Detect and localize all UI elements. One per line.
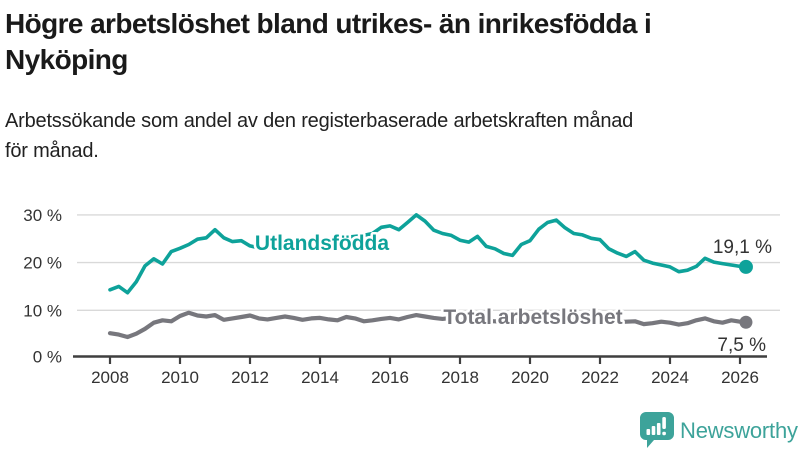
series-endpoint-dot-utlandsfodda — [738, 259, 753, 274]
grid-lines — [77, 214, 780, 311]
series-endpoint-dot-total-arbetsloshet — [739, 315, 753, 329]
newsworthy-wordmark: Newsworthy — [680, 418, 798, 443]
x-axis-ticks — [108, 356, 742, 364]
page-title-line1: Högre arbetslöshet bland utrikes- än inr… — [5, 8, 652, 39]
x-axis-tick-label: 2016 — [371, 368, 409, 387]
x-axis-tick-label: 2018 — [441, 368, 479, 387]
series-line-total-arbetsloshet — [107, 310, 749, 340]
y-axis-tick-label: 10 % — [23, 301, 62, 320]
series-line-utlandsfodda — [108, 213, 748, 295]
x-axis-tick-label: 2010 — [161, 368, 199, 387]
x-axis-tick-label: 2020 — [511, 368, 549, 387]
page-title: Högre arbetslöshet bland utrikes- än inr… — [5, 6, 795, 78]
series-label-utlandsfodda: Utlandsfödda — [255, 232, 389, 255]
y-axis-tick-labels: 30 % 20 % 10 % 0 % — [23, 206, 62, 367]
x-axis-tick-label: 2026 — [721, 368, 759, 387]
page-subtitle-line1: Arbetssökande som andel av den registerb… — [5, 110, 634, 132]
end-value-label-utlandsfodda: 19,1 % — [713, 237, 772, 258]
x-axis-tick-label: 2014 — [301, 368, 339, 387]
newsworthy-logo: Newsworthy — [639, 411, 799, 449]
y-axis-tick-label: 30 % — [23, 206, 62, 225]
y-axis-tick-label: 0 % — [33, 348, 62, 367]
x-axis-tick-label: 2024 — [651, 368, 689, 387]
page-subtitle: Arbetssökande som andel av den registerb… — [5, 106, 795, 166]
end-value-label-total-arbetsloshet: 7,5 % — [717, 335, 766, 356]
page-title-line2: Nyköping — [5, 44, 128, 75]
page-subtitle-line2: för månad. — [5, 140, 99, 162]
newsworthy-chart-bubble-icon — [640, 412, 674, 448]
x-axis-tick-labels: 2008 2010 2012 2014 2016 2018 2020 2022 2024 2026 — [91, 368, 759, 387]
x-axis-tick-label: 2008 — [91, 368, 129, 387]
x-axis-tick-label: 2022 — [581, 368, 619, 387]
series-label-total-arbetsloshet: Total arbetslöshet — [443, 306, 622, 329]
x-axis-tick-label: 2012 — [231, 368, 269, 387]
y-axis-tick-label: 20 % — [23, 254, 62, 273]
